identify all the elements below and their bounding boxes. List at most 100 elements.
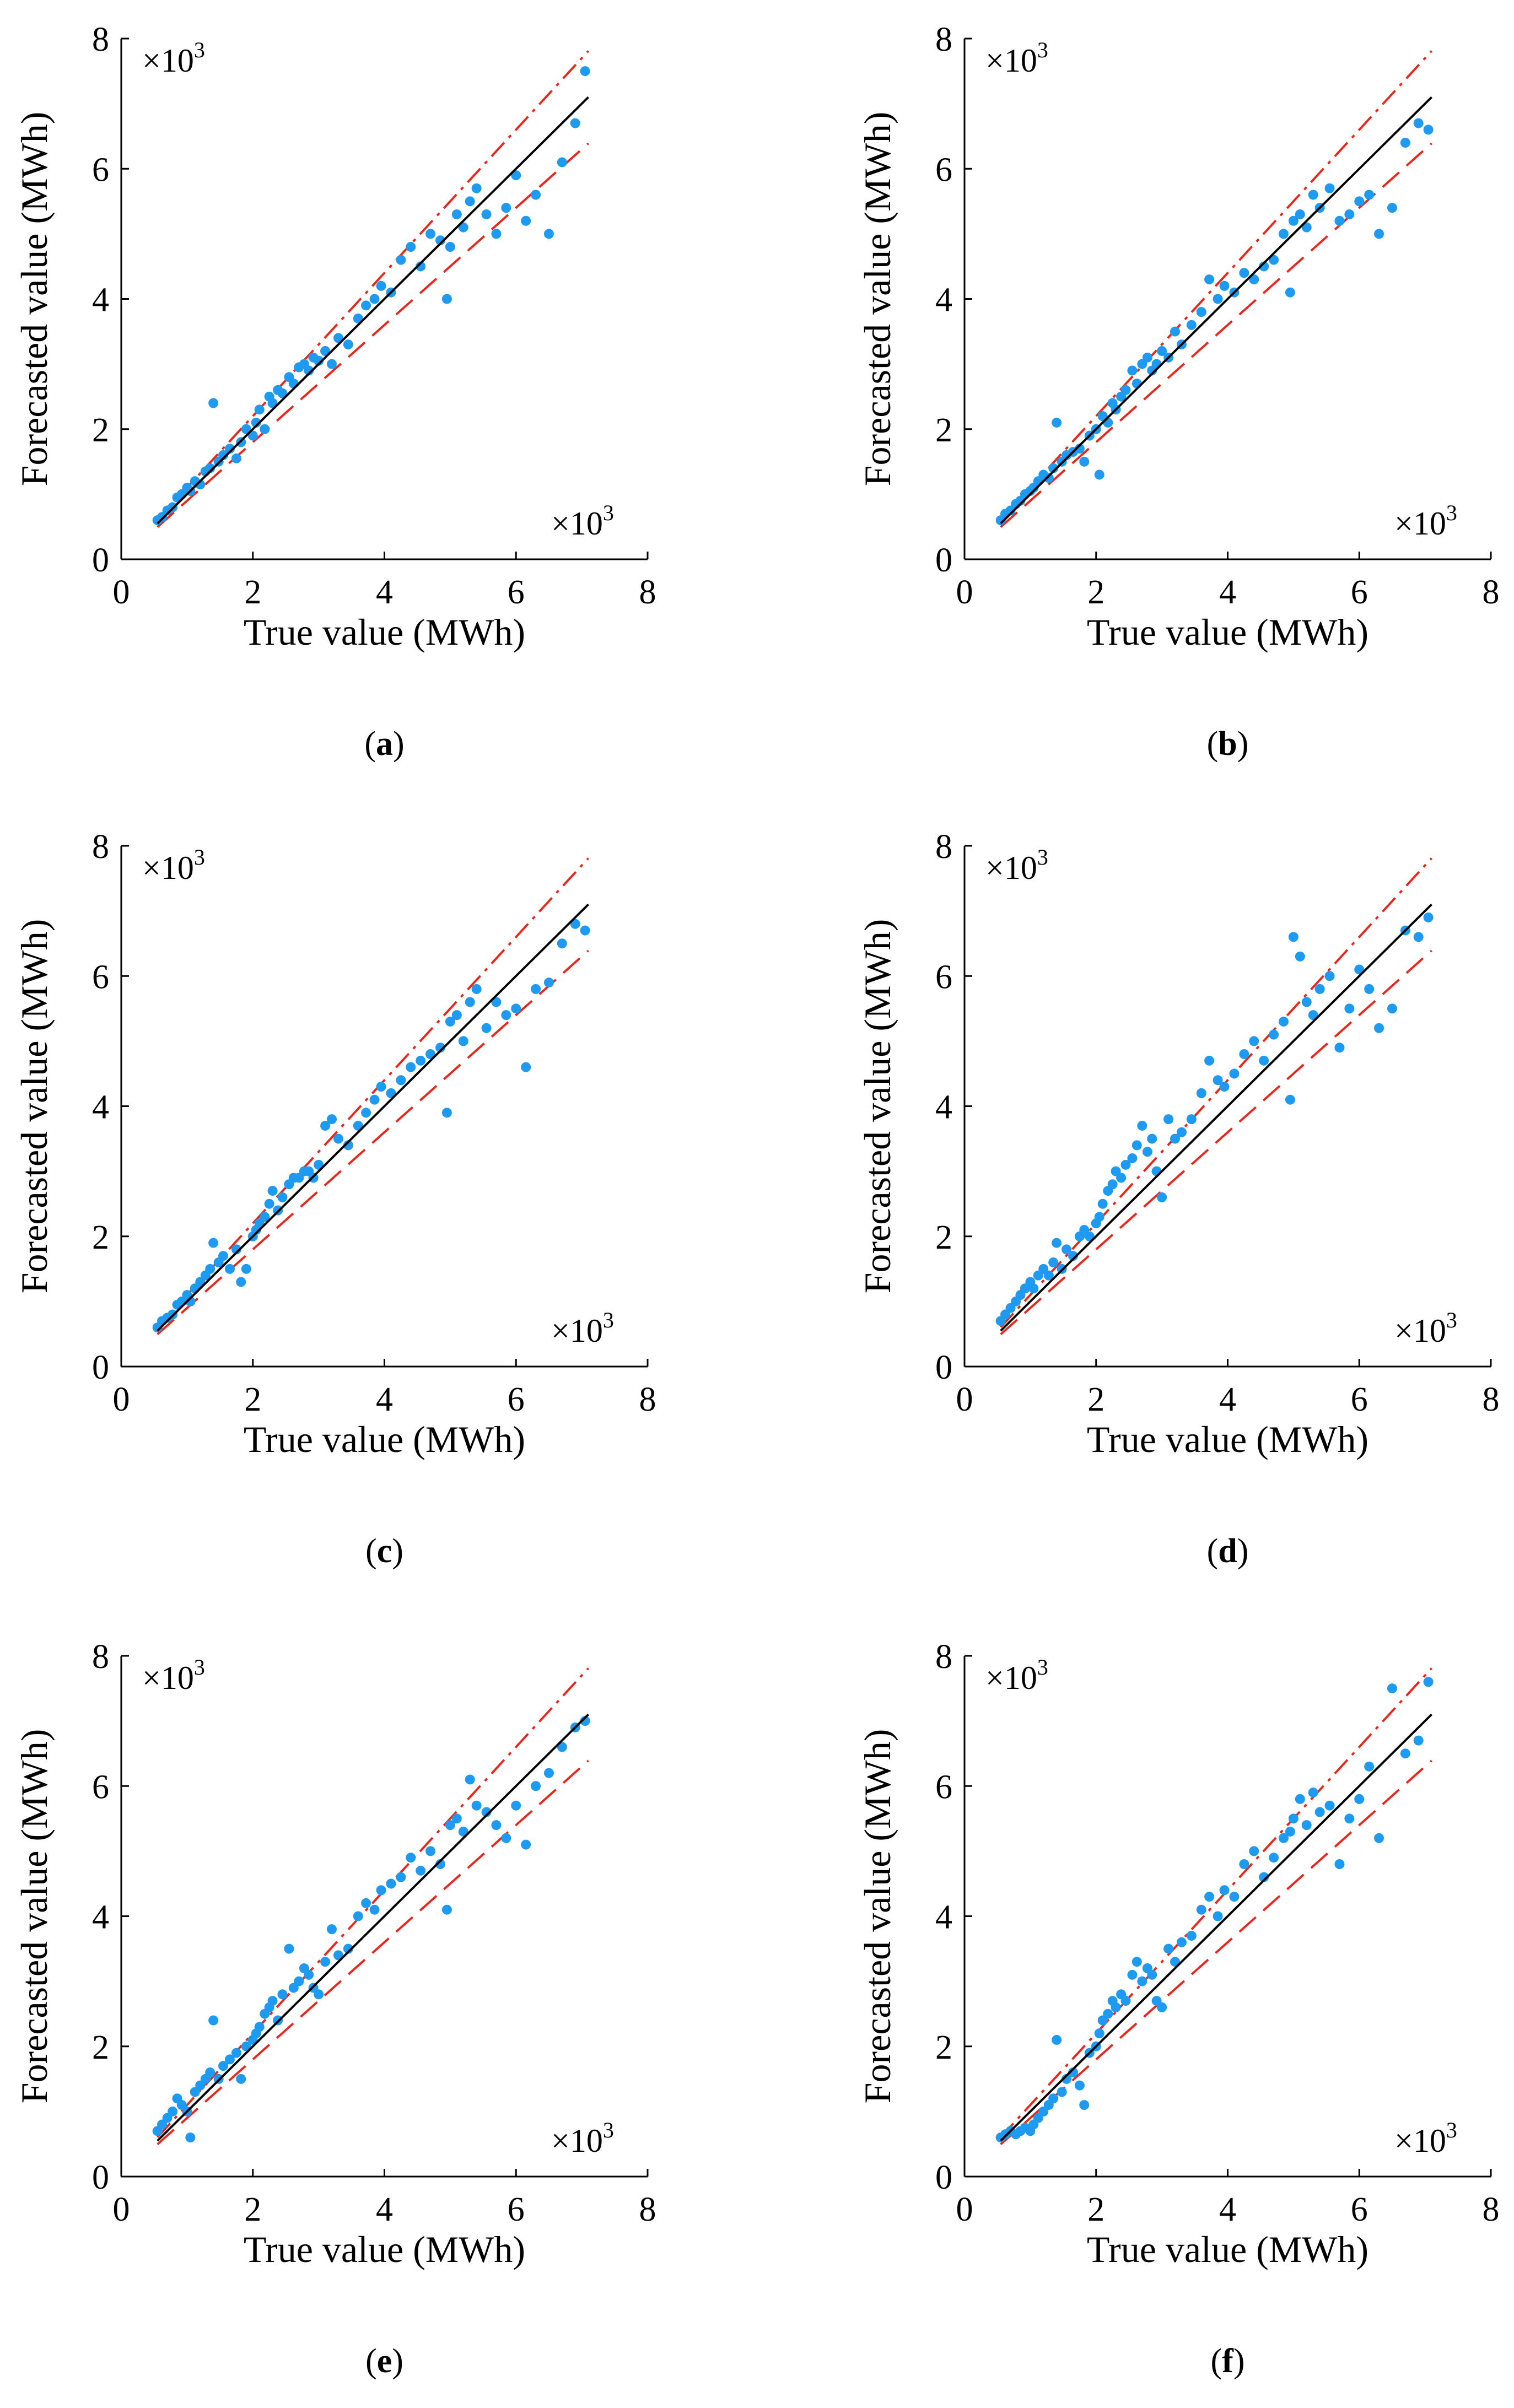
y-tick-label: 8: [935, 21, 952, 58]
data-point: [451, 209, 462, 219]
data-point: [491, 1820, 502, 1831]
data-point: [1196, 1904, 1206, 1915]
data-point: [205, 2067, 215, 2077]
data-point: [1259, 261, 1269, 272]
y-tick-label: 0: [92, 1349, 109, 1386]
data-point: [314, 355, 324, 366]
data-point: [1052, 2034, 1062, 2045]
data-point: [304, 365, 314, 376]
x-axis-label: True value (MWh): [1087, 1418, 1368, 1460]
data-point: [1048, 1257, 1059, 1267]
data-point: [441, 1108, 452, 1118]
data-point: [1278, 1833, 1289, 1843]
data-point: [1259, 1872, 1269, 1882]
data-point: [1413, 118, 1424, 128]
data-point: [314, 1159, 324, 1170]
x-tick-label: 8: [1483, 2191, 1500, 2228]
panel-b: 0 2 4 6 8 0 2 4 6 8 True value (MWh) Forecasted val…: [856, 21, 1500, 763]
data-point: [1239, 1049, 1249, 1059]
data-point: [1132, 1140, 1142, 1151]
identity-line: [1000, 903, 1432, 1332]
data-point: [1301, 997, 1312, 1007]
data-point: [1043, 473, 1054, 483]
y-tick-label: 4: [935, 1089, 952, 1126]
data-point: [1186, 1930, 1197, 1941]
upper-bound-line: [157, 857, 590, 1328]
x-tick-label: 2: [244, 1381, 261, 1418]
data-point: [241, 424, 251, 434]
data-point: [254, 2022, 265, 2032]
lower-bound-line: [1000, 949, 1432, 1336]
y-axis-label: Forecasted value (MWh): [856, 919, 898, 1294]
data-point: [1151, 359, 1162, 369]
data-point: [1334, 215, 1345, 226]
data-point: [320, 346, 331, 356]
data-point: [353, 313, 363, 323]
data-point: [1186, 320, 1197, 330]
data-point: [231, 2048, 241, 2058]
y-tick-label: 0: [935, 2159, 952, 2196]
data-point: [1364, 1761, 1375, 1772]
x-tick-label: 4: [376, 574, 393, 611]
data-point: [236, 2074, 246, 2084]
data-point: [1219, 1082, 1230, 1092]
data-point: [1374, 1833, 1384, 1843]
data-point: [1116, 1173, 1127, 1183]
data-point: [1079, 2100, 1090, 2110]
x-tick-label: 6: [1351, 2191, 1368, 2228]
data-point: [531, 984, 541, 994]
data-point: [1324, 183, 1335, 193]
upper-bound-line: [1000, 857, 1433, 1328]
data-point: [1062, 1244, 1072, 1255]
data-point: [1387, 1683, 1397, 1694]
data-point: [511, 1800, 521, 1811]
y-tick-label: 6: [935, 151, 952, 188]
data-point: [1043, 1270, 1054, 1281]
y-axis-label: Forecasted value (MWh): [13, 112, 55, 487]
data-point: [224, 1264, 235, 1274]
data-point: [396, 1075, 406, 1086]
data-point: [1314, 1807, 1325, 1817]
data-point: [284, 1943, 294, 1954]
data-point: [425, 229, 436, 239]
data-point: [1239, 268, 1249, 278]
data-point: [396, 255, 406, 265]
data-point: [294, 1976, 304, 1986]
data-point: [327, 1924, 337, 1935]
panel-caption: (e): [365, 2342, 403, 2380]
data-point: [1213, 1911, 1223, 1921]
x-tick-label: 8: [1483, 1381, 1500, 1418]
data-point: [1259, 1055, 1269, 1066]
data-point: [511, 1003, 521, 1014]
data-point: [314, 1989, 324, 2000]
data-point: [1354, 1794, 1365, 1804]
data-point: [1028, 1283, 1039, 1294]
data-point: [465, 997, 475, 1007]
data-point: [557, 1742, 567, 1752]
y-tick-label: 0: [935, 1349, 952, 1386]
y-axis-label: Forecasted value (MWh): [856, 1729, 898, 2104]
y-scale-label: ×103: [985, 1655, 1048, 1696]
data-point: [1324, 1800, 1335, 1811]
data-point: [445, 1016, 455, 1027]
data-point: [511, 170, 521, 181]
data-point: [458, 222, 468, 233]
data-point: [267, 1186, 278, 1196]
panel-caption: (a): [364, 725, 404, 763]
data-point: [501, 1833, 511, 1843]
data-point: [1120, 1159, 1131, 1170]
data-point: [1048, 2093, 1059, 2104]
data-point: [1374, 1023, 1384, 1033]
data-point: [580, 66, 590, 77]
data-point: [1324, 971, 1335, 981]
data-point: [1269, 1029, 1279, 1040]
y-tick-label: 6: [92, 1768, 109, 1806]
x-tick-label: 4: [1219, 574, 1236, 611]
data-point: [254, 404, 265, 415]
y-tick-label: 8: [935, 828, 952, 866]
data-point: [445, 1820, 455, 1831]
x-scale-label: ×103: [1394, 2118, 1457, 2159]
data-point: [260, 1212, 270, 1222]
data-point: [557, 157, 567, 168]
data-point: [218, 1251, 229, 1261]
